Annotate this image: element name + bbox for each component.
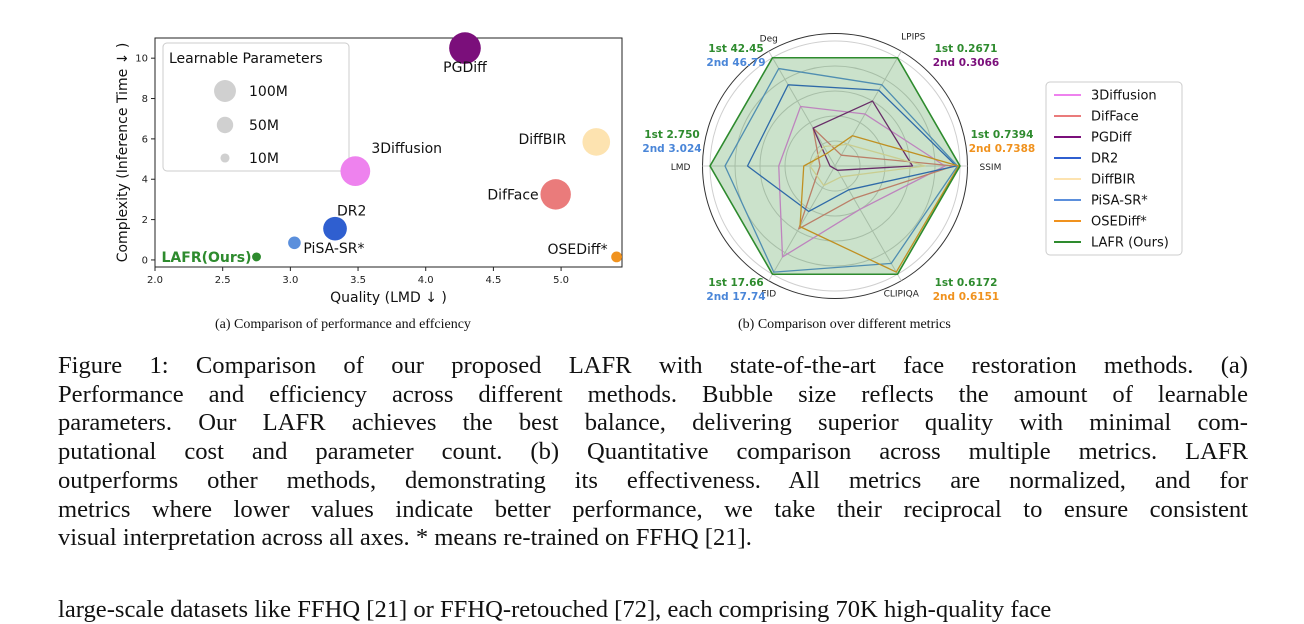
bubble-label: OSEDiff*	[548, 242, 608, 258]
bubble	[540, 179, 571, 210]
caption-line: visual interpretation across all axes. *…	[58, 524, 752, 552]
bubble-label: LAFR(Ours)	[162, 250, 252, 266]
x-tick-label: 2.5	[215, 275, 231, 286]
radar-second-annotation: 2nd 0.7388	[969, 143, 1035, 155]
bubble	[252, 252, 261, 262]
subcaption-b: (b) Comparison over different metrics	[738, 317, 951, 332]
radar-legend-label: DR2	[1091, 152, 1118, 167]
radar-series	[799, 135, 960, 273]
figure-caption: Figure 1: Comparison of our proposed LAF…	[58, 352, 1248, 553]
bubble	[288, 236, 301, 250]
legend-bubble	[220, 153, 230, 163]
x-tick-label: 3.5	[350, 275, 366, 286]
bubble	[449, 32, 481, 64]
bubble-label: DiffBIR	[518, 132, 566, 148]
legend-label: 100M	[249, 84, 288, 100]
body-text-cutoff: large-scale datasets like FFHQ [21] or F…	[58, 596, 1052, 623]
caption-line: Performance and efficiency across differ…	[58, 380, 1248, 408]
radar-legend-label: PiSA-SR*	[1091, 194, 1148, 209]
legend-bubble	[214, 80, 236, 102]
caption-line: metrics where lower values indicate bett…	[58, 495, 1248, 523]
legend-box	[162, 42, 350, 172]
bubble	[582, 128, 611, 156]
radar-series	[798, 127, 955, 230]
radar-series	[746, 84, 957, 213]
legend: Learnable Parameters 100M 50M 10M	[162, 42, 350, 172]
legend-title: Learnable Parameters	[169, 51, 323, 67]
radar-axis-label: FID	[761, 290, 776, 300]
radar-legend-label: DifFace	[1091, 110, 1139, 125]
radar-first-annotation: 1st 0.2671	[935, 43, 998, 55]
y-tick-label: 10	[135, 54, 148, 65]
radar-first-annotation: 1st 0.6172	[935, 277, 998, 289]
radar-axis-label: Deg	[760, 34, 778, 44]
bubble	[323, 216, 347, 241]
radar-legend-label: DiffBIR	[1091, 173, 1135, 188]
bubble	[611, 251, 622, 263]
radar-spoke	[834, 165, 902, 281]
radar-spoke	[834, 51, 902, 167]
radar-axis-label: SSIM	[980, 163, 1002, 173]
y-tick-label: 6	[142, 134, 148, 145]
y-tick-label: 4	[142, 175, 148, 186]
bubble-chart: 2.0 2.5 3.0 3.5 4.0 4.5 5.0 0 2 4 6 8 10 Quality (LMD…	[115, 32, 623, 306]
figure-1: 2.0 2.5 3.0 3.5 4.0 4.5 5.0 0 2 4 6 8 10 Quality (LMD…	[115, 32, 1183, 332]
radar-legend-box	[1045, 81, 1183, 256]
bubble-label: DifFace	[487, 187, 538, 203]
radar-axis-label: LMD	[671, 163, 691, 173]
radar-series	[809, 143, 926, 187]
radar-series	[724, 67, 959, 273]
radar-first-annotation: 1st 17.66	[708, 277, 763, 289]
x-tick-label: 4.0	[418, 275, 434, 286]
x-tick-label: 2.0	[147, 275, 163, 286]
bubble-label: DR2	[337, 204, 366, 220]
x-tick-label: 5.0	[553, 275, 569, 286]
figure-svg: 2.0 2.5 3.0 3.5 4.0 4.5 5.0 0 2 4 6 8 10 Quality (LMD…	[115, 32, 1183, 306]
radar-second-annotation: 2nd 0.3066	[933, 57, 999, 69]
radar-legend-label: OSEDiff*	[1091, 215, 1147, 230]
radar-second-annotation: 2nd 3.024	[642, 143, 701, 155]
caption-line: Figure 1: Comparison of our proposed LAF…	[58, 352, 1248, 379]
bubble-label: 3Diffusion	[371, 141, 442, 157]
radar-first-annotation: 1st 42.45	[708, 43, 763, 55]
radar-first-annotation: 1st 2.750	[644, 129, 699, 141]
y-tick-label: 0	[142, 255, 148, 266]
radar-axis-label: CLIPIQA	[884, 290, 920, 300]
bubble	[340, 156, 371, 187]
plot-frame	[154, 37, 623, 268]
radar-series	[778, 105, 946, 258]
radar-legend-label: PGDiff	[1091, 131, 1133, 146]
bubble-label: PGDiff	[443, 60, 487, 76]
radar-second-annotation: 2nd 17.74	[706, 291, 765, 303]
radar-series	[812, 100, 914, 171]
subcaption-a: (a) Comparison of performance and effcie…	[215, 317, 471, 332]
radar-legend: 3Diffusion DifFace PGDiff DR2 DiffBIR PiSA-SR…	[1045, 81, 1183, 256]
y-axis-label: Complexity (Inference Time ↓ )	[115, 43, 131, 263]
radar-legend-label: 3Diffusion	[1091, 89, 1157, 104]
x-tick-label: 3.0	[282, 275, 298, 286]
radar-axis-label: LPIPS	[901, 32, 926, 42]
radar-chart: Deg LPIPS SSIM CLIPIQA FID LMD 1st 42.45 2nd 46…	[642, 32, 1183, 303]
caption-line: putational cost and parameter count. (b)…	[58, 438, 1248, 466]
caption-line: parameters. Our LAFR achieves the best b…	[58, 409, 1248, 437]
bubble-label: PiSA-SR*	[303, 241, 364, 257]
radar-second-annotation: 2nd 0.6151	[933, 291, 999, 303]
y-tick-label: 8	[142, 94, 148, 105]
caption-line: outperforms other methods, demonstrating…	[58, 466, 1248, 494]
x-axis-label: Quality (LMD ↓ )	[330, 290, 447, 306]
radar-series	[709, 56, 961, 276]
radar-first-annotation: 1st 0.7394	[971, 129, 1034, 141]
legend-label: 50M	[249, 118, 279, 134]
legend-label: 10M	[249, 151, 279, 167]
radar-second-annotation: 2nd 46.79	[706, 57, 765, 69]
legend-bubble	[216, 116, 234, 134]
x-tick-label: 4.5	[485, 275, 501, 286]
y-tick-label: 2	[142, 215, 148, 226]
radar-legend-label: LAFR (Ours)	[1091, 236, 1169, 251]
